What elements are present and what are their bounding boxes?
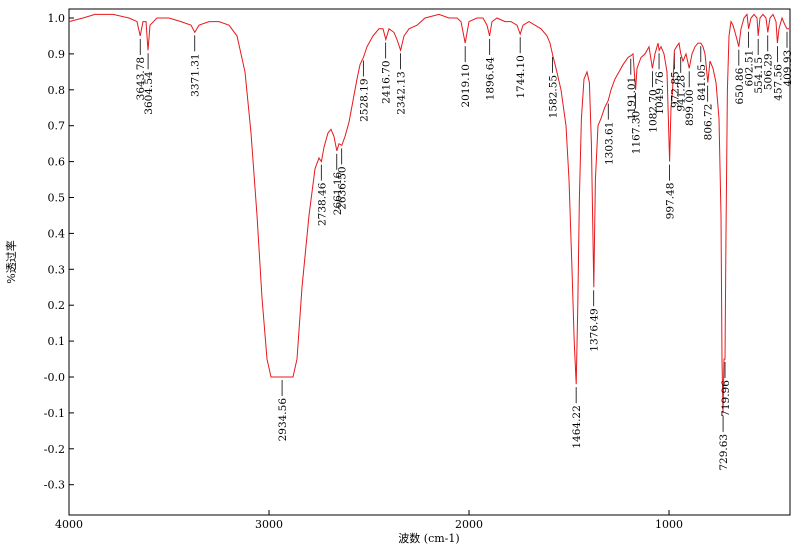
x-axis-label: 波数 (cm-1) bbox=[398, 532, 459, 545]
y-tick-label: -0.2 bbox=[44, 443, 65, 456]
y-tick-label: -0.0 bbox=[44, 371, 65, 384]
y-tick-label: 0.5 bbox=[48, 192, 66, 205]
peak-label: 997.48 bbox=[665, 183, 677, 220]
peak-label: 409.93 bbox=[782, 50, 794, 87]
peak-label: 2019.10 bbox=[460, 64, 472, 107]
peak-label: 3643.78 bbox=[135, 57, 147, 100]
peak-label: 506.29 bbox=[763, 53, 775, 90]
peak-label: 2342.13 bbox=[396, 71, 408, 114]
peak-label: 2528.19 bbox=[358, 79, 370, 122]
peak-label: 3371.31 bbox=[190, 53, 202, 96]
x-tick-label: 1000 bbox=[655, 518, 683, 531]
peak-label: 2661.16 bbox=[332, 171, 344, 215]
peak-label: 457.56 bbox=[773, 64, 785, 101]
peak-label: 841.05 bbox=[696, 64, 708, 101]
peak-label: 3604.54 bbox=[143, 71, 155, 115]
peak-label: 1303.61 bbox=[603, 122, 615, 165]
y-tick-label: 1.0 bbox=[48, 12, 66, 25]
peak-label: 1582.55 bbox=[548, 75, 560, 118]
y-tick-label: 0.7 bbox=[48, 120, 66, 133]
x-axis-ticks: 4000 3000 2000 1000 bbox=[55, 510, 683, 531]
y-tick-label: 0.4 bbox=[48, 227, 66, 240]
y-tick-label: 0.9 bbox=[48, 48, 66, 61]
y-tick-label: 0.8 bbox=[48, 84, 66, 97]
peak-label: 899.00 bbox=[684, 89, 696, 126]
peak-label: 1191.01 bbox=[626, 77, 638, 120]
x-tick-label: 2000 bbox=[455, 518, 483, 531]
peak-label: 2934.56 bbox=[277, 398, 289, 442]
peak-label: 1082.70 bbox=[648, 89, 660, 132]
y-tick-label: 0.2 bbox=[48, 299, 66, 312]
peak-label: 729.63 bbox=[718, 434, 730, 471]
peak-label: 941.28 bbox=[676, 75, 688, 112]
peak-label: 650.86 bbox=[734, 67, 746, 104]
x-tick-label: 3000 bbox=[255, 518, 283, 531]
peak-label: 1376.49 bbox=[589, 308, 601, 351]
spectrum-line bbox=[68, 13, 789, 413]
peak-label: 554.15 bbox=[753, 57, 765, 94]
y-tick-label: -0.1 bbox=[44, 407, 65, 420]
peak-label: 2416.70 bbox=[381, 61, 393, 104]
y-tick-label: 0.1 bbox=[48, 335, 66, 348]
peak-label: 1464.22 bbox=[571, 405, 583, 448]
peak-label: 1167.30 bbox=[631, 111, 643, 154]
peak-label: 1049.76 bbox=[654, 71, 666, 115]
y-tick-label: 0.6 bbox=[48, 156, 66, 169]
x-tick-label: 4000 bbox=[55, 518, 83, 531]
y-axis-label: %透过率 bbox=[4, 240, 18, 283]
peak-label: 2738.46 bbox=[316, 182, 328, 226]
peak-label: 602.51 bbox=[744, 50, 756, 87]
y-tick-label: 0.3 bbox=[48, 263, 66, 276]
y-tick-label: -0.3 bbox=[44, 479, 65, 492]
plot-frame bbox=[68, 8, 791, 516]
peak-label: 1896.64 bbox=[485, 57, 497, 101]
peak-label: 2636.50 bbox=[337, 166, 349, 209]
peak-label: 1744.10 bbox=[515, 55, 527, 98]
peak-label: 719.96 bbox=[720, 380, 732, 417]
peak-label: 972.85 bbox=[669, 71, 681, 108]
y-axis-ticks: 1.0 0.9 0.8 0.7 0.6 0.5 0.4 0.3 0.2 0.1 -0.0 -0.1 -0… bbox=[44, 12, 74, 492]
peak-label: 806.72 bbox=[703, 104, 715, 141]
